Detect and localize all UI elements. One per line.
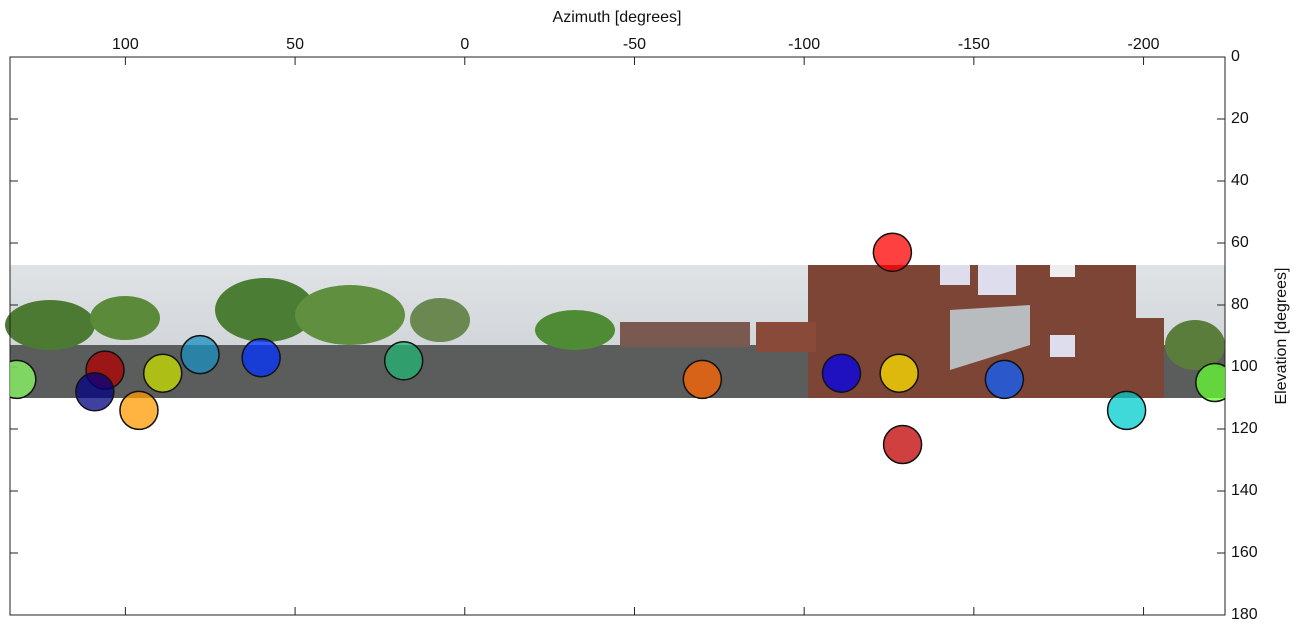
x-tick-label: 50 bbox=[286, 36, 304, 53]
x-tick-label: -200 bbox=[1128, 36, 1160, 53]
y-tick-label: 100 bbox=[1231, 358, 1258, 375]
x-axis-label: Azimuth [degrees] bbox=[553, 9, 682, 26]
cluster-center bbox=[1106, 390, 1147, 431]
y-tick-label: 160 bbox=[1231, 544, 1258, 561]
cluster-center bbox=[872, 232, 913, 273]
y-tick-label: 0 bbox=[1231, 48, 1240, 65]
x-tick-label: -50 bbox=[623, 36, 646, 53]
y-tick-label: 140 bbox=[1231, 482, 1258, 499]
cluster-center bbox=[241, 337, 281, 378]
y-tick-label: 80 bbox=[1231, 296, 1249, 313]
x-tick-label: -150 bbox=[958, 36, 990, 53]
cluster-center bbox=[879, 353, 919, 393]
y-tick-label: 180 bbox=[1231, 606, 1258, 623]
cluster-center bbox=[882, 424, 923, 465]
cluster-center bbox=[119, 390, 159, 431]
x-tick-label: -100 bbox=[788, 36, 820, 53]
y-axis-label: Elevation [degrees] bbox=[1273, 268, 1290, 405]
cluster-center bbox=[821, 353, 862, 393]
plot-frame bbox=[9, 56, 1226, 616]
cluster-center bbox=[142, 353, 183, 393]
cluster-center bbox=[383, 341, 424, 381]
x-tick-label: 100 bbox=[112, 36, 139, 53]
y-tick-label: 120 bbox=[1231, 420, 1258, 437]
y-tick-label: 60 bbox=[1231, 234, 1249, 251]
cluster-center bbox=[10, 359, 37, 400]
cluster-center bbox=[180, 334, 220, 375]
y-tick-label: 40 bbox=[1231, 172, 1249, 189]
x-tick-label: 0 bbox=[460, 36, 469, 53]
cluster-center bbox=[682, 359, 723, 400]
panorama-photo bbox=[5, 265, 1225, 398]
y-tick-label: 20 bbox=[1231, 110, 1249, 127]
cluster-center bbox=[75, 372, 115, 412]
points bbox=[10, 232, 1225, 465]
cluster-center bbox=[984, 359, 1025, 400]
cluster-center bbox=[1195, 362, 1225, 403]
